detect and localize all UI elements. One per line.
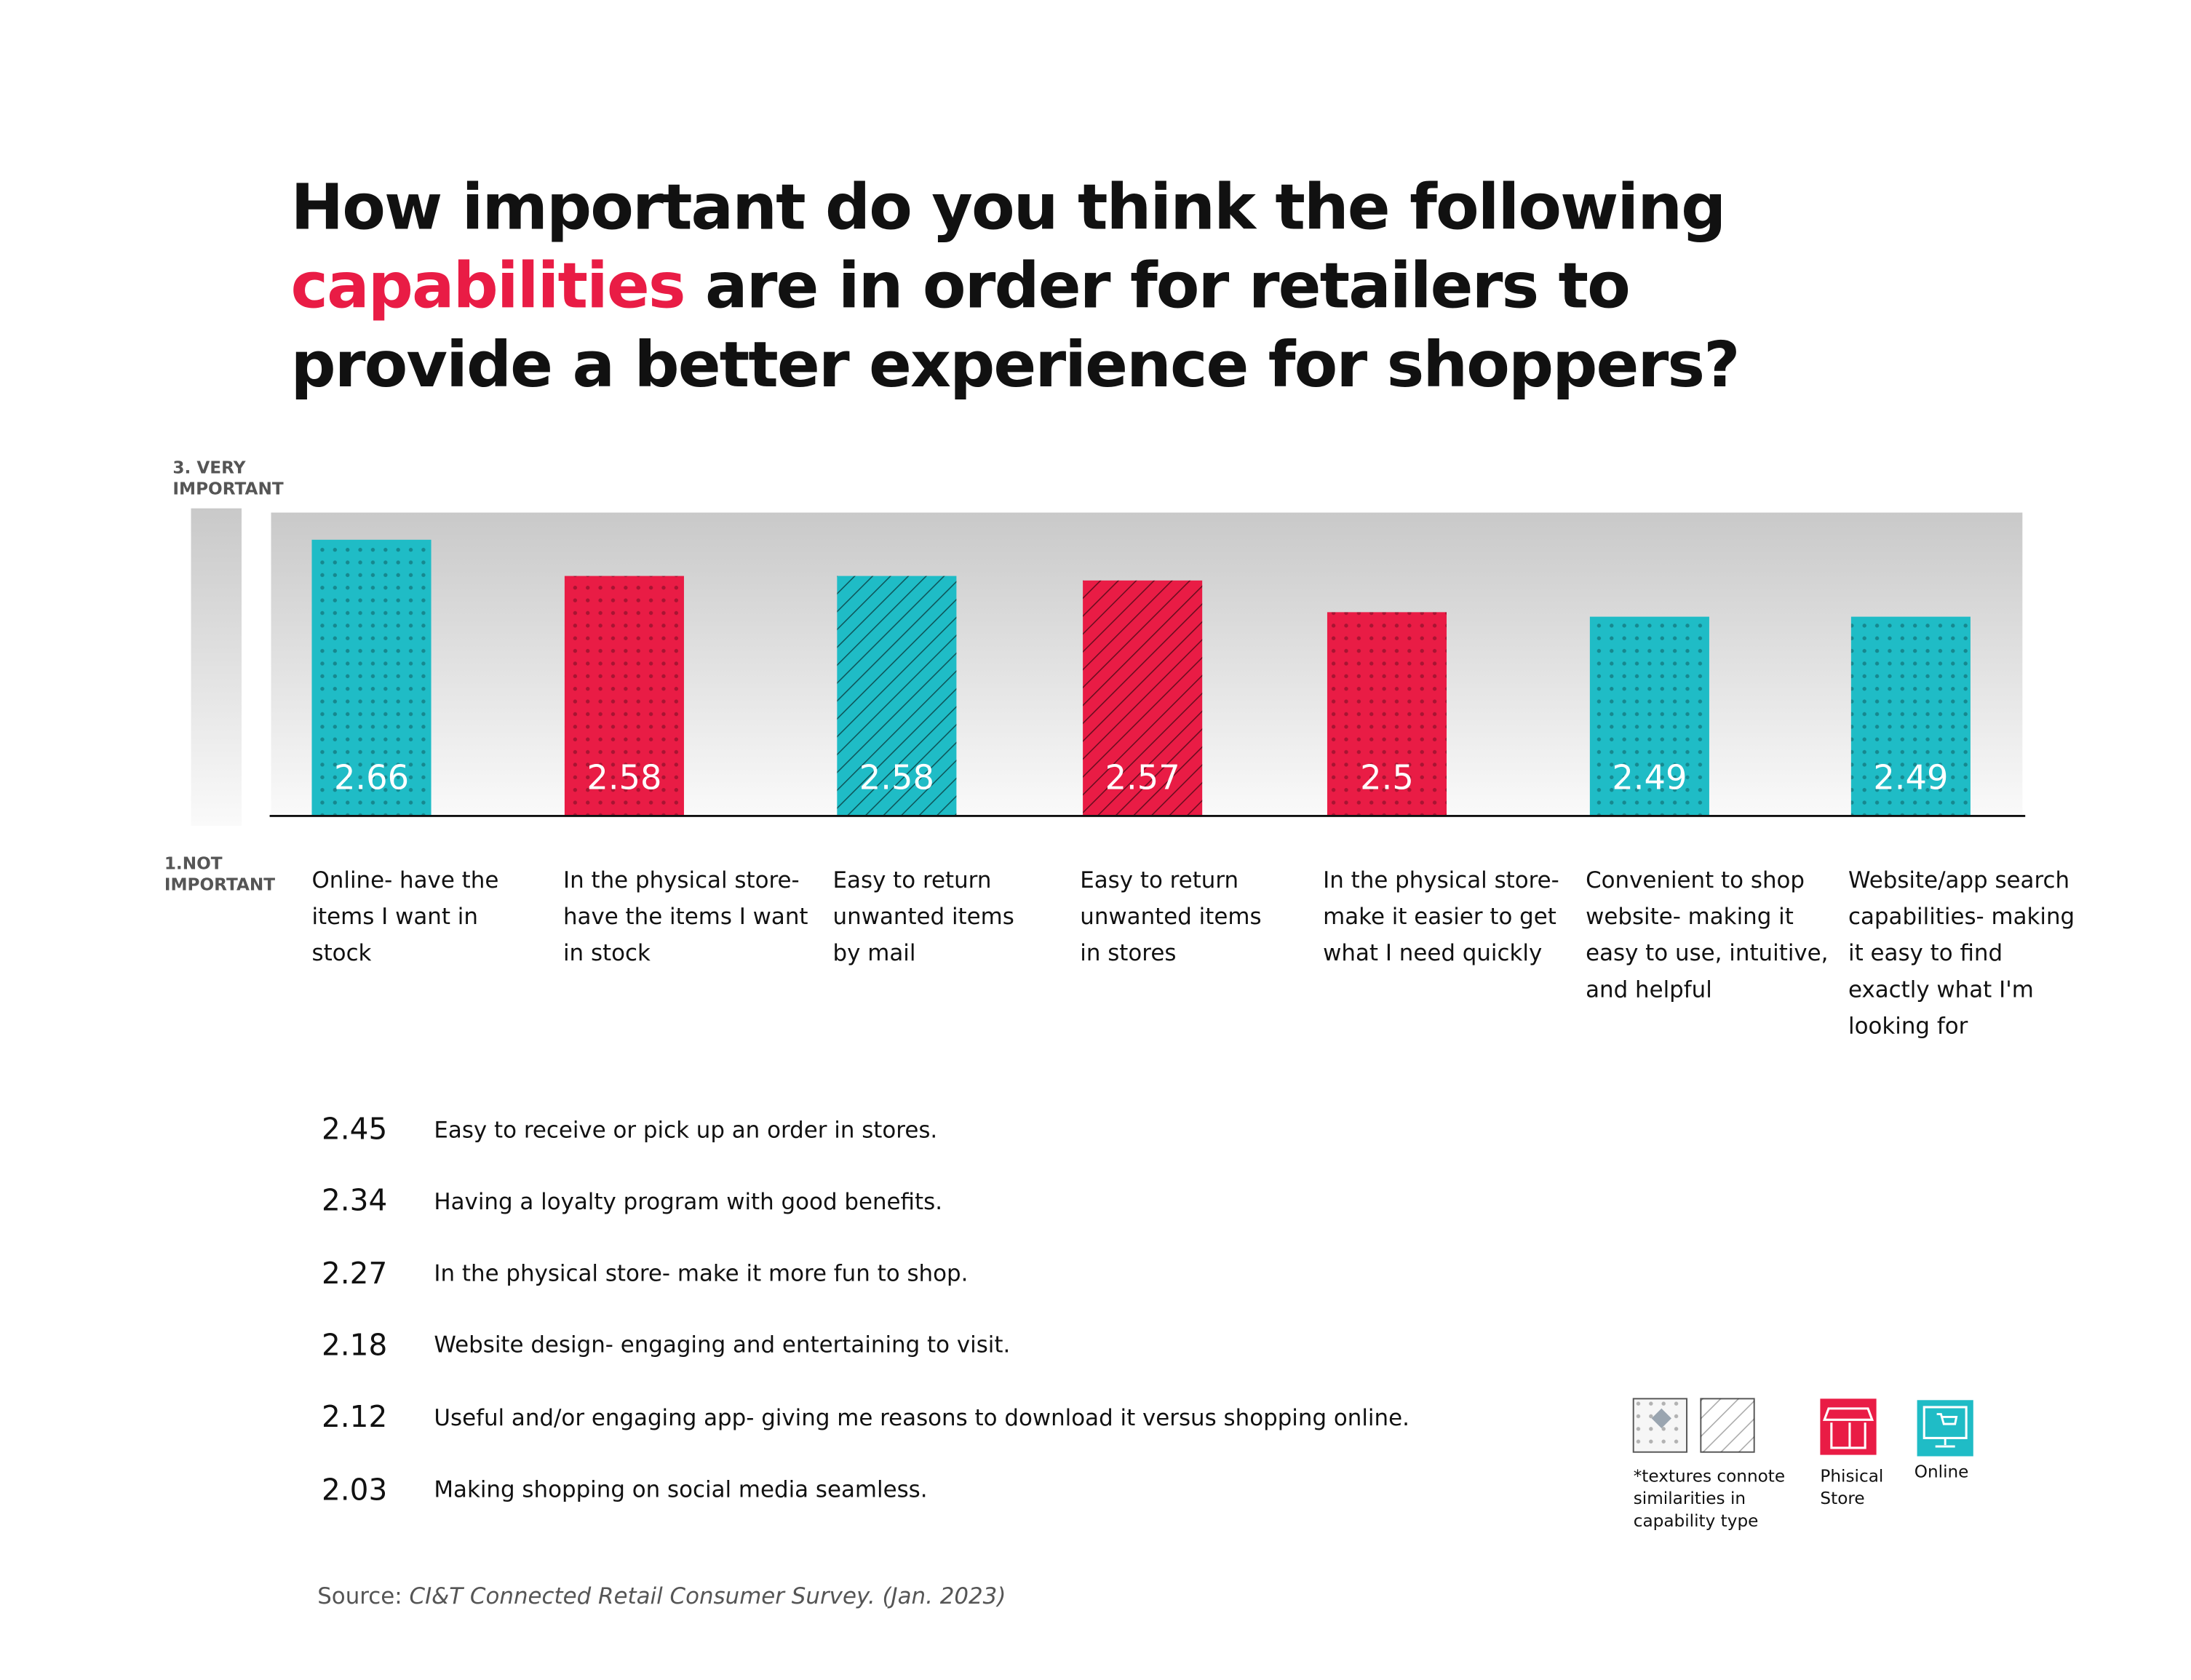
bar-6: 2.49 bbox=[1589, 616, 1709, 816]
result-row: 2.03 Making shopping on social media seam… bbox=[322, 1461, 928, 1517]
chart-title: How important do you think the following… bbox=[291, 169, 1836, 405]
category-label: Convenient to shop website- making it ea… bbox=[1586, 866, 1829, 1003]
legend-icons bbox=[1632, 1398, 1973, 1457]
result-label: Making shopping on social media seamless… bbox=[434, 1476, 928, 1503]
bar-texture bbox=[564, 576, 684, 816]
result-label: Useful and/or engaging app- giving me re… bbox=[434, 1404, 1409, 1431]
result-row: 2.27 In the physical store- make it more … bbox=[322, 1245, 968, 1301]
source-prefix: Source: bbox=[317, 1583, 410, 1609]
category-label: Website/app search capabilities- making … bbox=[1848, 866, 2075, 1040]
texture-note: *textures connote similarities in capabi… bbox=[1633, 1466, 1786, 1531]
legend-online: Online bbox=[1914, 1462, 1969, 1482]
bar-value-label: 2.49 bbox=[1612, 758, 1687, 797]
legend-physical-store: Phisical Store bbox=[1820, 1466, 1884, 1508]
bar-4: 2.57 bbox=[1083, 580, 1203, 816]
bar-5: 2.5 bbox=[1327, 612, 1447, 816]
result-row: 2.12 Useful and/or engaging app- giving m… bbox=[322, 1389, 1409, 1445]
bar-texture bbox=[1589, 616, 1709, 816]
bar-texture bbox=[1850, 616, 1971, 816]
result-label: Easy to receive or pick up an order in s… bbox=[434, 1115, 938, 1143]
result-value: 2.12 bbox=[321, 1400, 388, 1434]
title-part1: How important do you think the following bbox=[290, 170, 1727, 244]
result-value: 2.18 bbox=[321, 1328, 388, 1362]
result-label: Having a loyalty program with good benef… bbox=[434, 1187, 943, 1215]
storefront-icon bbox=[1820, 1398, 1877, 1455]
result-value: 2.34 bbox=[321, 1184, 388, 1218]
stripes-texture bbox=[1700, 1398, 1755, 1453]
result-label: In the physical store- make it more fun … bbox=[434, 1259, 969, 1287]
bar-texture bbox=[1327, 612, 1447, 816]
bar-value-label: 2.5 bbox=[1360, 758, 1414, 797]
bar-value-label: 2.58 bbox=[586, 758, 661, 797]
dots-texture bbox=[1632, 1398, 1688, 1453]
bar-2: 2.58 bbox=[564, 576, 684, 816]
y-axis-top-label: 3. VERY IMPORTANT bbox=[172, 458, 284, 499]
category-label: Easy to return unwanted items by mail bbox=[832, 866, 1014, 966]
result-label: Website design- engaging and entertainin… bbox=[434, 1331, 1011, 1359]
title-accent: capabilities bbox=[290, 248, 686, 323]
bar-value-label: 2.57 bbox=[1105, 758, 1180, 797]
monitor-cart-icon bbox=[1917, 1400, 1973, 1457]
bar-texture bbox=[1083, 580, 1203, 816]
source-note: Source: CI&T Connected Retail Consumer S… bbox=[317, 1583, 1006, 1609]
category-label: In the physical store- make it easier to… bbox=[1323, 866, 1559, 966]
y-scale-gradient bbox=[191, 508, 242, 826]
bar-value-label: 2.66 bbox=[334, 758, 409, 797]
result-value: 2.27 bbox=[321, 1256, 388, 1290]
result-value: 2.45 bbox=[321, 1112, 388, 1146]
result-row: 2.18 Website design- engaging and enterta… bbox=[322, 1317, 1010, 1373]
bar-3: 2.58 bbox=[837, 576, 957, 816]
result-row: 2.34 Having a loyalty program with good b… bbox=[322, 1173, 942, 1229]
category-label: In the physical store- have the items I … bbox=[562, 866, 808, 966]
bar-texture bbox=[311, 539, 432, 816]
bar-chart: 2.66 2.58 2.58 2.57 2.5 2.49 2.49 bbox=[191, 508, 2026, 826]
bar-1: 2.66 bbox=[311, 539, 432, 816]
category-label: Online- have the items I want in stock bbox=[311, 866, 499, 966]
bar-value-label: 2.49 bbox=[1873, 758, 1948, 797]
bar-value-label: 2.58 bbox=[859, 758, 934, 797]
y-axis-bottom-label: 1.NOT IMPORTANT bbox=[164, 853, 276, 895]
result-row: 2.45 Easy to receive or pick up an order … bbox=[322, 1101, 937, 1157]
result-value: 2.03 bbox=[321, 1472, 388, 1507]
source-text: CI&T Connected Retail Consumer Survey. (… bbox=[409, 1583, 1006, 1609]
bar-7: 2.49 bbox=[1850, 616, 1971, 816]
title-part2: are in order for retailers to provide a … bbox=[290, 248, 1741, 402]
category-label: Easy to return unwanted items in stores bbox=[1080, 866, 1262, 966]
bar-texture bbox=[837, 576, 957, 816]
